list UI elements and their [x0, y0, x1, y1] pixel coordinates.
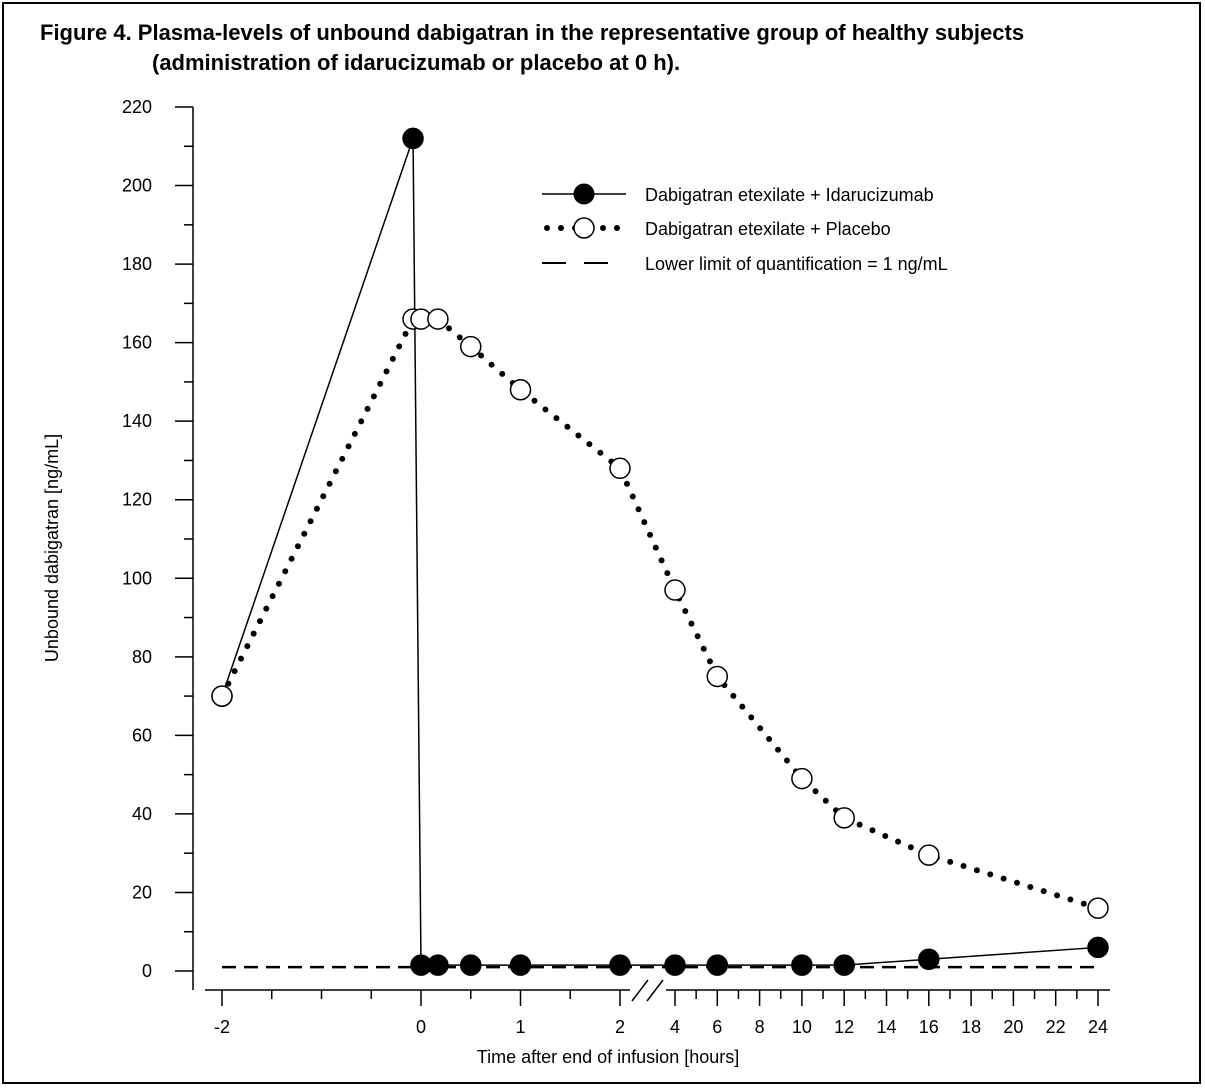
x-tick-label-2: 2: [615, 1017, 625, 1037]
legend-placebo-label: Dabigatran etexilate + Placebo: [645, 219, 891, 239]
idarucizumab-point: [402, 127, 424, 150]
idarucizumab-point: [664, 954, 686, 976]
idarucizumab-point: [427, 954, 449, 976]
x-tick-label-4: 4: [670, 1017, 680, 1037]
y-tick-label-160: 160: [122, 333, 152, 353]
idarucizumab-point: [918, 948, 940, 970]
idarucizumab-point: [1087, 936, 1109, 959]
x-tick-label-1: 1: [515, 1017, 525, 1037]
idarucizumab-point: [833, 954, 855, 976]
placebo-point: [211, 685, 233, 707]
x-tick-label-10: 10: [792, 1017, 812, 1037]
y-tick-label-60: 60: [132, 725, 152, 745]
x-axis-break-mark: [646, 979, 664, 1002]
x-tick-label-24: 24: [1088, 1017, 1108, 1037]
x-tick-label-6: 6: [712, 1017, 722, 1037]
figure-title-line-2: (administration of idarucizumab or place…: [152, 50, 681, 75]
x-tick-label-0: 0: [416, 1017, 426, 1037]
x-tick-label-8: 8: [755, 1017, 765, 1037]
idarucizumab-point: [609, 954, 631, 976]
placebo-point: [791, 767, 813, 790]
y-tick-label-20: 20: [132, 882, 152, 902]
y-tick-label-80: 80: [132, 647, 152, 667]
placebo-point: [833, 807, 855, 829]
figure-title-line-1: Figure 4. Plasma-levels of unbound dabig…: [40, 20, 1025, 45]
x-tick-label--2: -2: [214, 1017, 230, 1037]
placebo-point: [427, 308, 449, 330]
y-tick-label-40: 40: [132, 804, 152, 824]
y-tick-label-0: 0: [142, 961, 152, 981]
legend-idarucizumab-label: Dabigatran etexilate + Idarucizumab: [645, 185, 934, 205]
series-layer: [211, 127, 1109, 976]
x-tick-label-20: 20: [1003, 1017, 1023, 1037]
y-tick-label-140: 140: [122, 411, 152, 431]
y-tick-label-100: 100: [122, 568, 152, 588]
placebo-point: [664, 579, 686, 601]
placebo-point: [918, 844, 940, 866]
x-axis-label: Time after end of infusion [hours]: [477, 1047, 739, 1067]
y-tick-label-220: 220: [122, 97, 152, 117]
idarucizumab-point: [460, 954, 482, 976]
legend-idarucizumab-marker: [573, 183, 595, 205]
y-axis-label: Unbound dabigatran [ng/mL]: [42, 434, 62, 662]
idarucizumab-point: [706, 954, 729, 976]
idarucizumab-point: [791, 954, 813, 976]
x-axis-break-mark: [631, 979, 649, 1002]
y-tick-label-180: 180: [122, 254, 152, 274]
placebo-point: [706, 665, 729, 688]
figure-title: Figure 4. Plasma-levels of unbound dabig…: [40, 18, 1190, 78]
legend: Dabigatran etexilate + Idarucizumab Dabig…: [542, 183, 948, 274]
idarucizumab-point: [509, 954, 532, 976]
legend-lloq-label: Lower limit of quantification = 1 ng/mL: [645, 254, 948, 274]
legend-placebo-marker: [573, 217, 595, 239]
placebo-point: [460, 335, 482, 358]
y-tick-label-120: 120: [122, 490, 152, 510]
placebo-series-line: [219, 316, 1101, 912]
x-tick-label-22: 22: [1046, 1017, 1066, 1037]
x-tick-label-18: 18: [961, 1017, 981, 1037]
placebo-point: [609, 457, 631, 480]
x-tick-label-16: 16: [919, 1017, 939, 1037]
placebo-point: [509, 379, 532, 401]
placebo-point: [1087, 897, 1109, 919]
x-tick-label-12: 12: [834, 1017, 854, 1037]
y-tick-label-200: 200: [122, 176, 152, 196]
x-tick-label-14: 14: [876, 1017, 896, 1037]
